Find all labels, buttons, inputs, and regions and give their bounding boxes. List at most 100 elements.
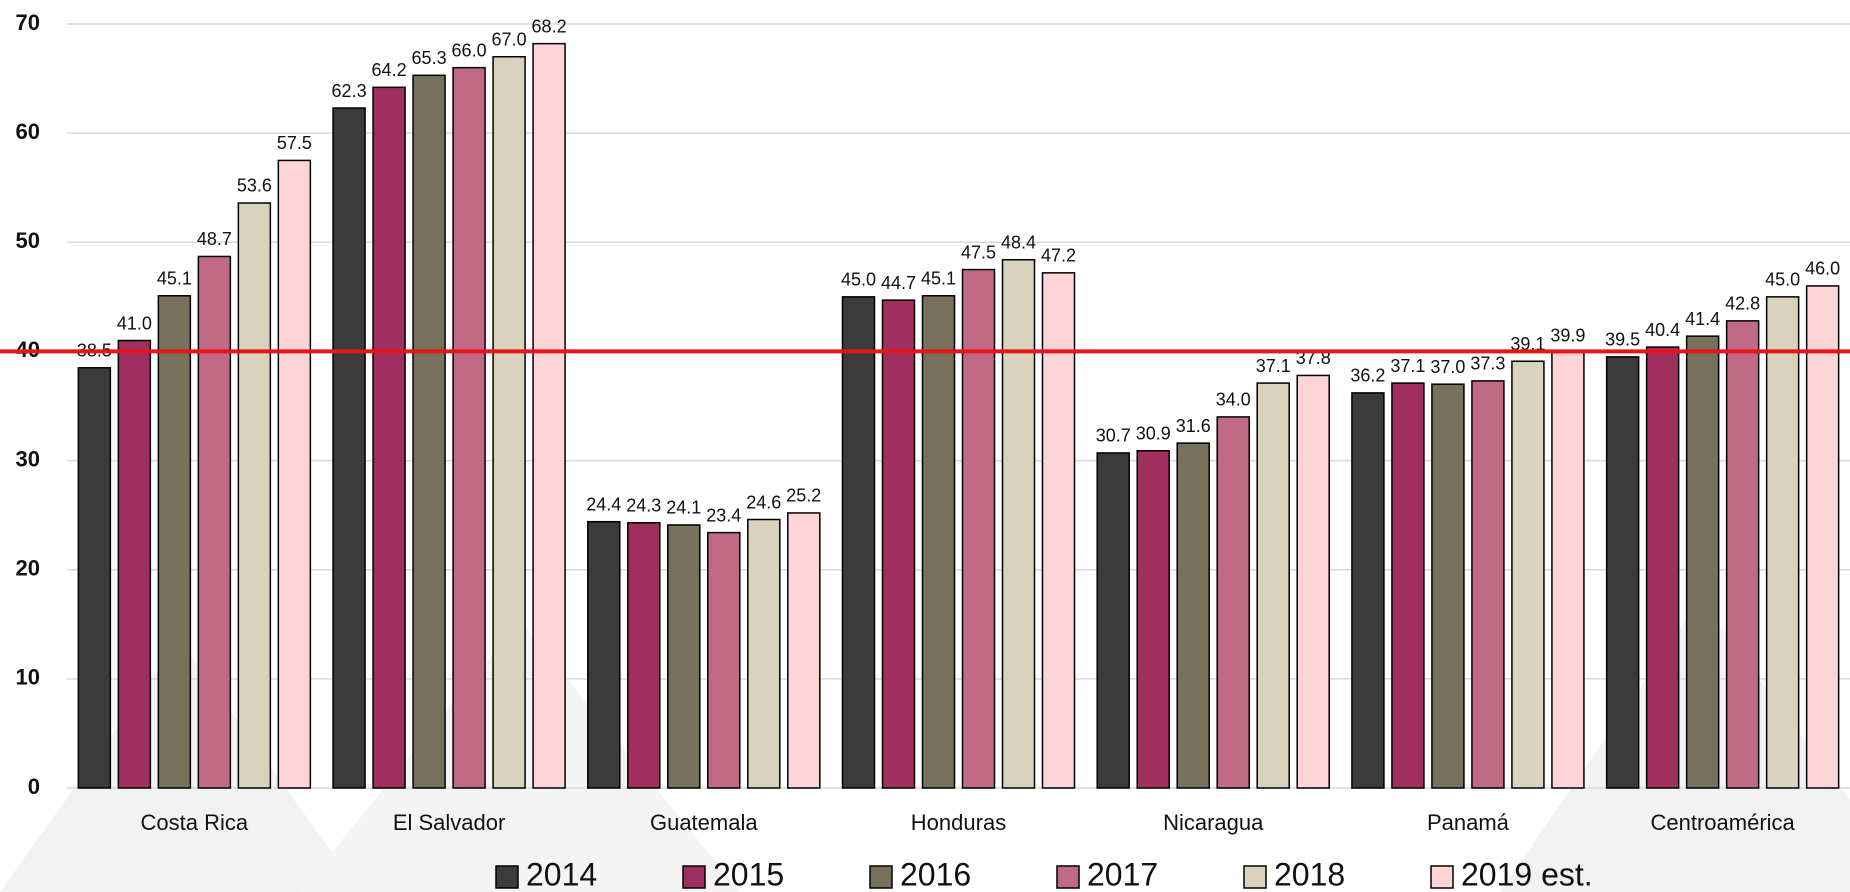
value-label: 57.5: [277, 133, 312, 153]
bar: [412, 74, 446, 789]
legend-swatch: [495, 865, 519, 889]
bar: [1605, 356, 1640, 789]
x-tick-label: Centroamérica: [1651, 810, 1796, 835]
bar: [332, 107, 366, 789]
x-tick-label: El Salvador: [393, 810, 506, 835]
x-tick-label: Costa Rica: [141, 810, 249, 835]
value-label: 34.0: [1216, 390, 1251, 410]
legend-swatch: [1056, 865, 1080, 889]
value-label: 31.6: [1176, 416, 1211, 436]
bar: [1645, 346, 1680, 789]
bar: [1685, 335, 1720, 789]
bar: [787, 512, 821, 789]
y-tick-label: 20: [16, 556, 40, 581]
bar: [1256, 382, 1290, 789]
legend-label: 2019 est.: [1461, 856, 1593, 892]
value-label: 67.0: [492, 29, 527, 49]
bar: [1511, 360, 1545, 789]
bar: [1001, 258, 1036, 789]
value-label: 48.4: [1001, 232, 1036, 252]
x-tick-label: Honduras: [911, 810, 1006, 835]
y-tick-label: 70: [16, 10, 40, 35]
value-label: 25.2: [786, 486, 821, 506]
bar: [1551, 351, 1585, 789]
bar: [372, 86, 406, 789]
value-label: 41.0: [117, 313, 152, 333]
value-label: 37.1: [1390, 356, 1425, 376]
bar: [492, 55, 526, 789]
value-label: 47.2: [1041, 246, 1076, 266]
bar: [237, 202, 272, 789]
bar: [1136, 449, 1170, 789]
value-label: 47.5: [961, 242, 996, 262]
value-label: 46.0: [1805, 259, 1840, 279]
bar: [587, 520, 621, 789]
value-label: 42.8: [1725, 294, 1760, 314]
bar: [1805, 285, 1840, 789]
value-label: 44.7: [881, 273, 916, 293]
bar: [1471, 380, 1505, 789]
y-tick-label: 60: [16, 119, 40, 144]
y-tick-label: 50: [16, 228, 40, 253]
value-label: 24.3: [626, 496, 661, 516]
bar: [841, 296, 876, 789]
bar: [627, 522, 661, 789]
value-label: 41.4: [1685, 309, 1720, 329]
bar: [1765, 296, 1800, 789]
bar: [1041, 272, 1076, 789]
bar: [117, 339, 152, 789]
legend-label: 2015: [713, 856, 784, 892]
bar: [881, 299, 916, 789]
bar: [1431, 383, 1465, 789]
value-label: 24.1: [666, 498, 701, 518]
x-tick-label: Guatemala: [650, 810, 758, 835]
legend-label: 2017: [1087, 856, 1158, 892]
value-label: 68.2: [532, 16, 567, 36]
y-tick-label: 10: [16, 665, 40, 690]
x-tick-label: Panamá: [1427, 810, 1510, 835]
value-label: 62.3: [332, 81, 367, 101]
value-label: 48.7: [197, 229, 232, 249]
y-tick-label: 30: [16, 446, 40, 471]
legend-swatch: [1430, 865, 1454, 889]
value-label: 39.5: [1605, 330, 1640, 350]
bar: [1176, 442, 1210, 789]
legend-swatch: [869, 865, 893, 889]
legend-label: 2014: [526, 856, 597, 892]
value-label: 37.0: [1430, 357, 1465, 377]
bar: [1216, 416, 1250, 789]
bar: [77, 367, 112, 789]
value-label: 39.9: [1550, 325, 1585, 345]
value-label: 66.0: [452, 40, 487, 60]
value-label: 45.0: [841, 270, 876, 290]
value-label: 30.9: [1136, 423, 1171, 443]
value-label: 23.4: [706, 505, 741, 525]
bar: [1725, 320, 1760, 789]
value-label: 30.7: [1096, 426, 1131, 446]
bar: [667, 524, 701, 789]
value-label: 37.1: [1256, 356, 1291, 376]
bar: [1391, 382, 1425, 789]
legend-swatch: [1243, 865, 1267, 889]
legend-label: 2016: [900, 856, 971, 892]
legend-swatch: [682, 865, 706, 889]
value-label: 45.1: [157, 269, 192, 289]
bar: [197, 255, 232, 789]
value-label: 64.2: [372, 60, 407, 80]
bar: [277, 159, 312, 789]
bar: [452, 66, 486, 789]
value-label: 53.6: [237, 176, 272, 196]
bar: [532, 42, 566, 789]
value-label: 39.1: [1510, 334, 1545, 354]
y-tick-label: 0: [28, 774, 40, 799]
x-tick-label: Nicaragua: [1163, 810, 1264, 835]
value-label: 45.1: [921, 269, 956, 289]
value-label: 65.3: [412, 48, 447, 68]
bar: [1351, 392, 1385, 789]
value-label: 37.3: [1470, 354, 1505, 374]
bar: [747, 518, 781, 789]
value-label: 24.4: [586, 494, 621, 514]
bar: [1096, 452, 1130, 789]
bar: [1296, 374, 1330, 789]
